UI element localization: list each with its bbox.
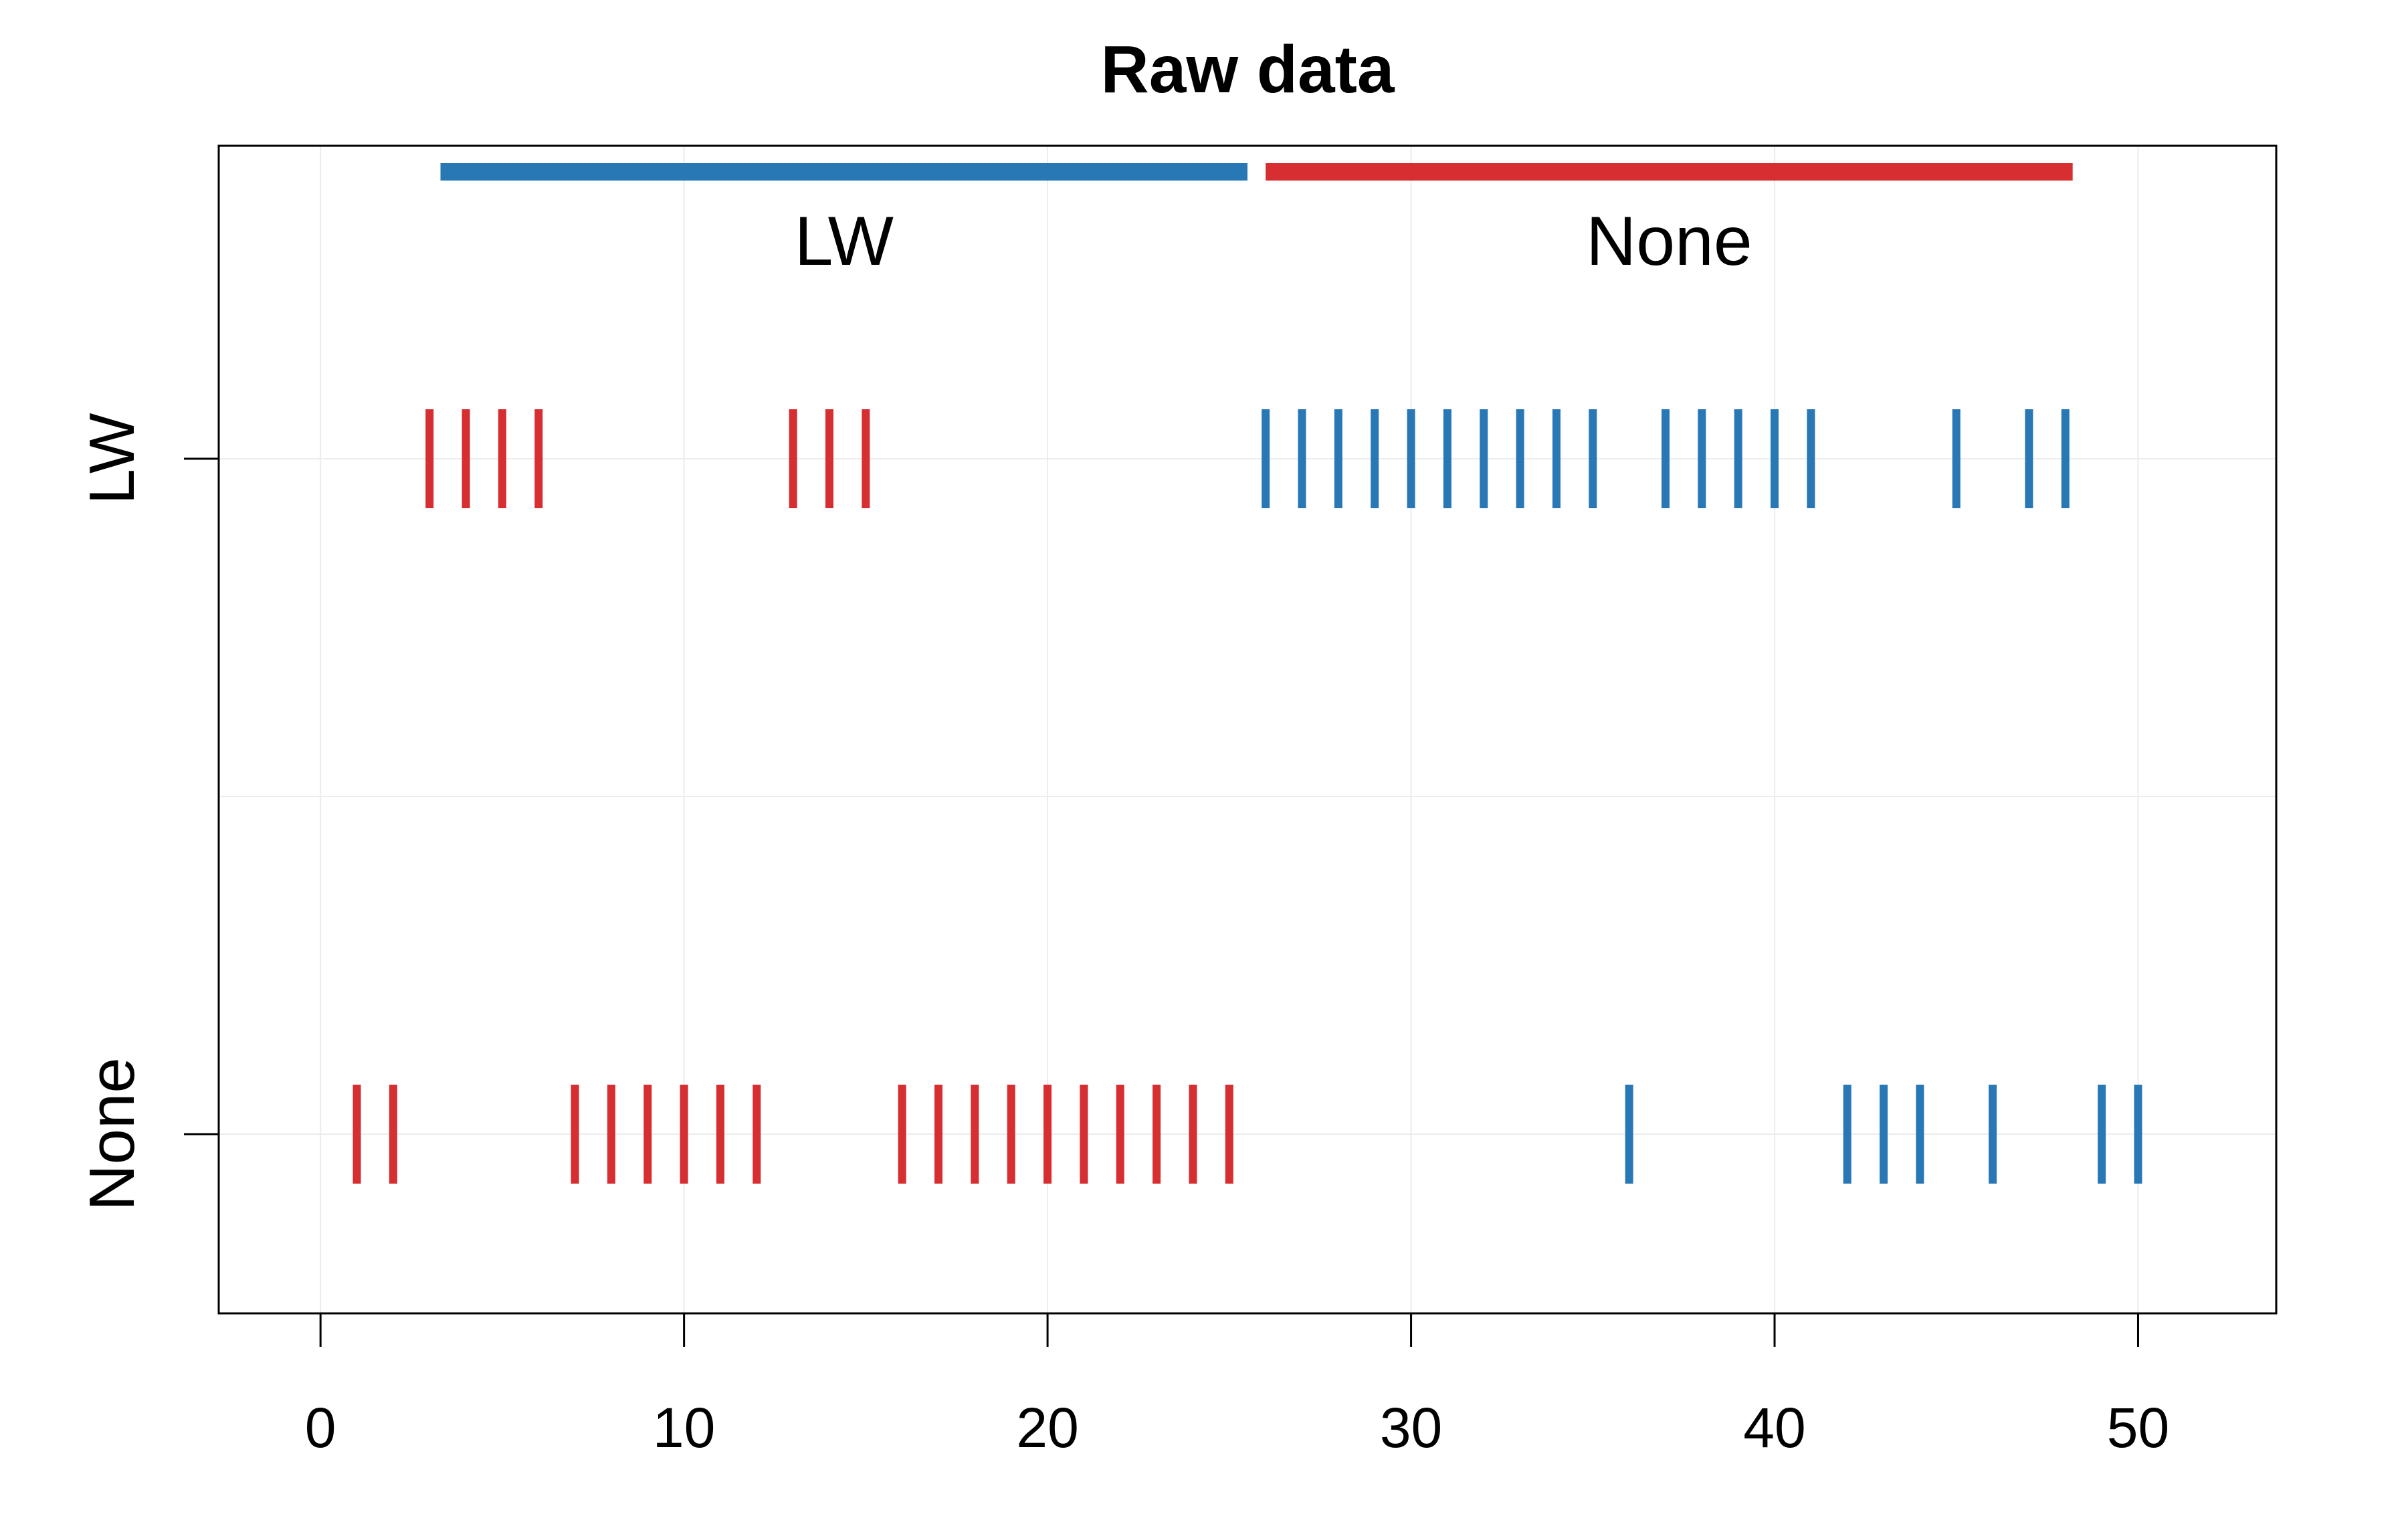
data-marks: [353, 409, 2142, 1184]
chart-title: Raw data: [1100, 32, 1395, 107]
phase-label-lw: LW: [795, 203, 894, 280]
x-tick-label: 40: [1743, 1396, 1805, 1459]
phase-bars: LW None: [440, 163, 2073, 280]
phase-bar-none: [1266, 163, 2073, 181]
grid-lines: [219, 146, 2276, 1313]
axes: 0 10 20 30 40 50 LW None: [76, 413, 2169, 1459]
x-tick-label: 10: [653, 1396, 715, 1459]
y-category-label: LW: [76, 413, 148, 504]
x-tick-label: 0: [305, 1396, 336, 1459]
y-category-label: None: [76, 1057, 148, 1211]
phase-bar-lw: [440, 163, 1247, 181]
x-tick-label: 30: [1380, 1396, 1442, 1459]
phase-label-none: None: [1586, 203, 1752, 280]
x-tick-label: 20: [1016, 1396, 1078, 1459]
plot-frame: [217, 144, 2278, 1315]
x-tick-label: 50: [2107, 1396, 2169, 1459]
